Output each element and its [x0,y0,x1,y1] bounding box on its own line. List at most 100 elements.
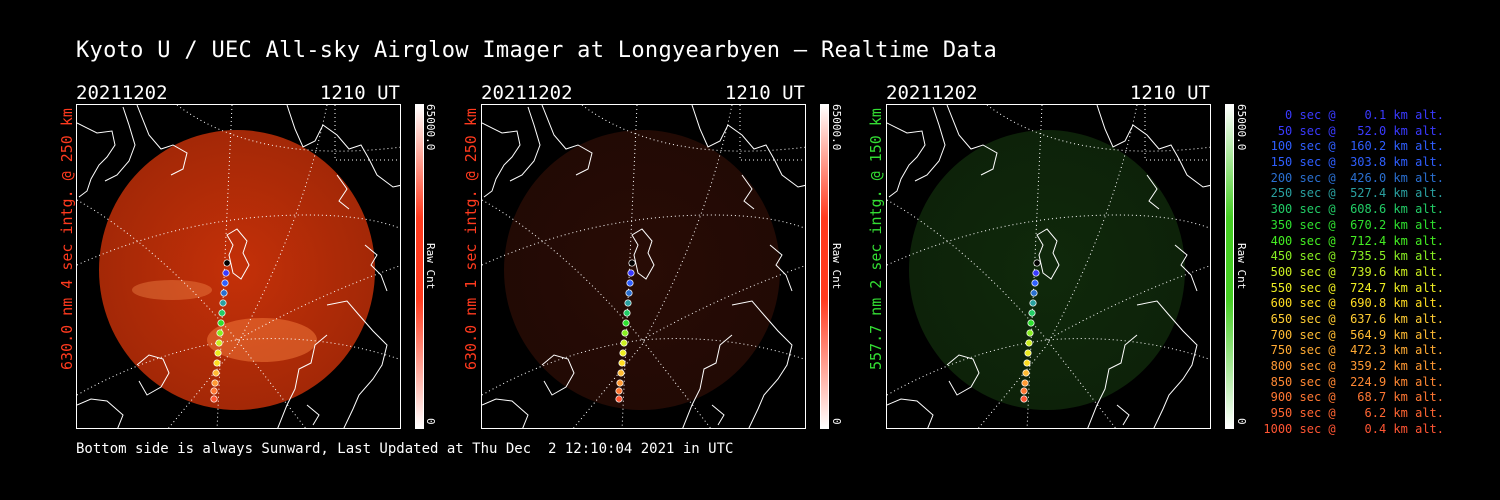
coastline [946,354,980,396]
legend-item: 200 sec @ 426.0 km alt. [1270,170,1444,185]
coastline [336,174,350,210]
trajectory-point [218,309,226,317]
trajectory-point [216,329,224,337]
grid-line [482,199,712,428]
trajectory-point [210,395,218,403]
panel-1-colorbar-max: 65000.0 [424,104,437,151]
panel-2-colorbar-unit: Raw Cnt [830,243,843,290]
legend-item: 300 sec @ 608.6 km alt. [1270,202,1444,217]
coastline [326,300,388,428]
legend-item: 100 sec @ 160.2 km alt. [1270,139,1444,154]
aurora-glow [132,280,212,300]
trajectory-point [217,319,225,327]
trajectory-point [223,259,231,267]
grid-line [887,199,1117,428]
coastline [946,105,998,176]
legend-item: 500 sec @ 739.6 km alt. [1270,264,1444,279]
trajectory-point [222,269,230,277]
panel-2-date: 20211202 [481,82,573,104]
footer-status: Bottom side is always Sunward, Last Upda… [76,441,734,457]
grid-line [1144,105,1210,161]
panel-2-time: 1210 UT [724,82,805,104]
airglow-image [504,130,780,410]
coastline [306,404,320,426]
legend-item: 850 sec @ 224.9 km alt. [1270,374,1444,389]
panel-3-wavelength-label: 557.7 nm 2 sec intg. @ 150 km [867,108,885,370]
legend-item: 1000 sec @ 0.4 km alt. [1263,421,1444,436]
legend-item: 650 sec @ 637.6 km alt. [1270,311,1444,326]
aurora-glow [207,318,317,362]
coastline [887,398,934,428]
trajectory-point [212,369,220,377]
panel-3-colorbar-unit: Raw Cnt [1235,243,1248,290]
trajectory-point [619,349,627,357]
grid-line [77,214,400,266]
trajectory-point [214,349,222,357]
trajectory-point [220,289,228,297]
trajectory-point [1029,299,1037,307]
panel-1-time: 1210 UT [319,82,400,104]
trajectory-point [1028,309,1036,317]
coastline [136,105,188,176]
panel-3-allsky-map [886,104,1211,429]
trajectory-point [615,395,623,403]
trajectory-point [211,379,219,387]
panel-1-wavelength-label: 630.0 nm 4 sec intg. @ 250 km [58,108,76,370]
panel-2-colorbar [820,104,829,429]
trajectory-point [210,387,218,395]
panel-1-colorbar-unit: Raw Cnt [424,243,437,290]
trajectory-point [219,299,227,307]
grid-line [739,105,805,161]
airglow-image [909,130,1185,410]
coastline [277,334,328,428]
coastline [104,106,136,182]
coastline [509,106,541,182]
coastline [1096,105,1210,188]
coastline [741,174,755,210]
panel-1-colorbar-min: 0 [424,418,437,425]
trajectory-point [1021,379,1029,387]
trajectory-point [627,269,635,277]
trajectory-point [624,299,632,307]
legend-item: 550 sec @ 724.7 km alt. [1270,280,1444,295]
allsky-map-svg [887,105,1210,428]
grid-line [77,199,307,428]
coastline [731,300,793,428]
legend-item: 950 sec @ 6.2 km alt. [1270,406,1444,421]
coastline [1146,174,1160,210]
coastline [541,105,593,176]
trajectory-point [1024,349,1032,357]
coastline [769,244,793,292]
coastline [711,404,725,426]
grid-line [887,214,1210,266]
coastline [482,398,529,428]
trajectory-point [628,259,636,267]
grid-line [167,105,328,428]
page-title: Kyoto U / UEC All-sky Airglow Imager at … [76,38,998,63]
grid-line [482,214,805,266]
coastline [482,122,521,198]
panel-1-date: 20211202 [76,82,168,104]
trajectory-point [215,339,223,347]
trajectory-legend: 0 sec @ 0.1 km alt. 50 sec @ 52.0 km alt.… [1263,108,1444,437]
trajectory-point [1023,359,1031,367]
panel-2-allsky-map [481,104,806,429]
trajectory-point [1025,339,1033,347]
trajectory-point [1031,279,1039,287]
panel-1-colorbar [415,104,424,429]
trajectory-point [621,329,629,337]
panel-1-allsky-map [76,104,401,429]
coastline [631,228,655,280]
trajectory-point [1032,269,1040,277]
trajectory-point [618,359,626,367]
coastline [1136,300,1198,428]
coastline [541,354,575,396]
panel-3-colorbar-min: 0 [1235,418,1248,425]
coastline [364,244,388,292]
grid-line [572,105,733,428]
trajectory-point [1022,369,1030,377]
grid-line [977,105,1138,428]
coastline [77,398,124,428]
trajectory-point [1020,395,1028,403]
panel-3-colorbar-max: 65000.0 [1235,104,1248,151]
